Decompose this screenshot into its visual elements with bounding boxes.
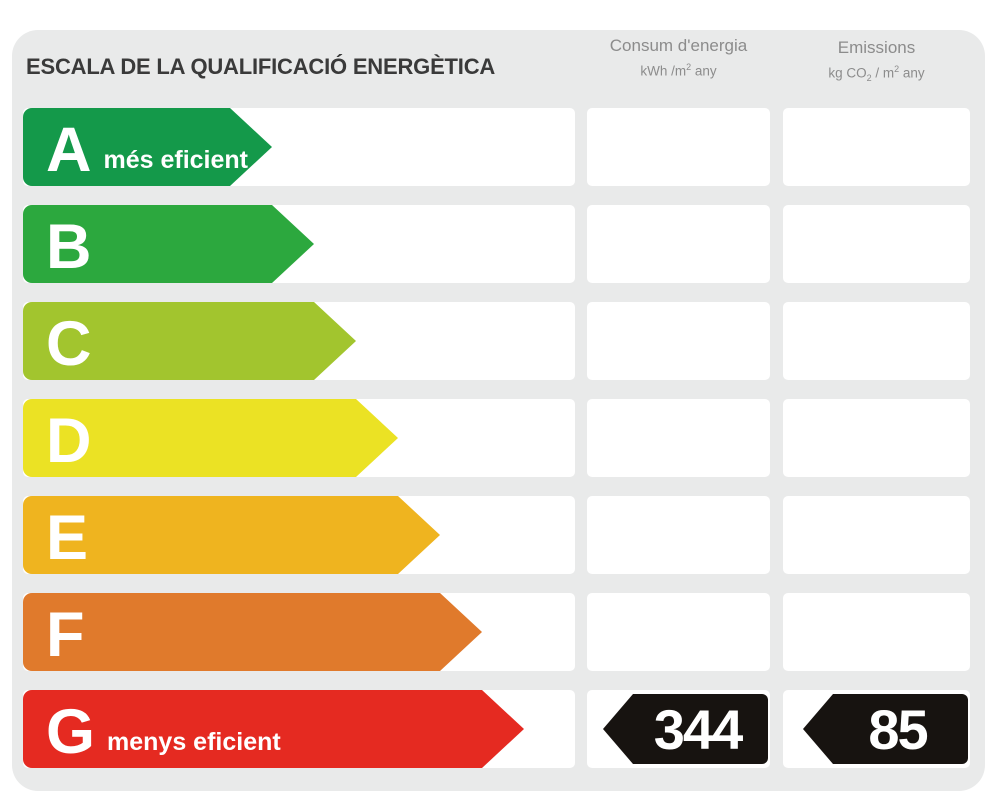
emissions-header-unit: kg CO2 / m2 any: [828, 64, 925, 84]
consum-cell-a: [587, 108, 770, 186]
rating-caption-g: menys eficient: [107, 728, 281, 756]
rating-arrow-b: B: [23, 205, 314, 283]
consum-header-unit: kWh /m2 any: [640, 62, 717, 79]
rating-caption-a: més eficient: [103, 146, 249, 174]
consum-cell-b: [587, 205, 770, 283]
rating-letter-e: E: [46, 502, 88, 573]
emissions-cell-e: [783, 496, 970, 574]
rating-letter-d: D: [46, 405, 91, 476]
consum-cell-c: [587, 302, 770, 380]
rating-row-c: C: [0, 302, 1000, 380]
rating-row-e: E: [0, 496, 1000, 574]
rating-letter-b: B: [46, 211, 91, 282]
emissions-cell-b: [783, 205, 970, 283]
emissions-cell-a: [783, 108, 970, 186]
consum-cell-d: [587, 399, 770, 477]
emissions-header-title: Emissions: [837, 38, 916, 57]
emissions-cell-d: [783, 399, 970, 477]
rating-letter-g: G: [46, 696, 95, 767]
consum-value-badge: 344: [603, 694, 768, 764]
consum-column-header: Consum d'energia kWh /m2 any: [587, 36, 770, 80]
rating-arrow-e: E: [23, 496, 440, 574]
consum-cell-e: [587, 496, 770, 574]
rating-row-f: F: [0, 593, 1000, 671]
emissions-cell-g: 85: [783, 690, 970, 768]
consum-cell-f: [587, 593, 770, 671]
rating-letter-a: A: [46, 114, 91, 185]
emissions-cell-f: [783, 593, 970, 671]
emissions-cell-c: [783, 302, 970, 380]
rating-arrow-f: F: [23, 593, 482, 671]
rating-row-b: B: [0, 205, 1000, 283]
rating-letter-f: F: [46, 599, 84, 670]
rating-arrow-d: D: [23, 399, 398, 477]
rating-arrow-c: C: [23, 302, 356, 380]
consum-cell-g: 344: [587, 690, 770, 768]
consum-header-title: Consum d'energia: [609, 36, 748, 55]
emissions-column-header: Emissions kg CO2 / m2 any: [783, 38, 970, 84]
rating-letter-c: C: [46, 308, 91, 379]
emissions-value-badge: 85: [803, 694, 968, 764]
rating-row-d: D: [0, 399, 1000, 477]
page-title: ESCALA DE LA QUALIFICACIÓ ENERGÈTICA: [26, 54, 496, 79]
